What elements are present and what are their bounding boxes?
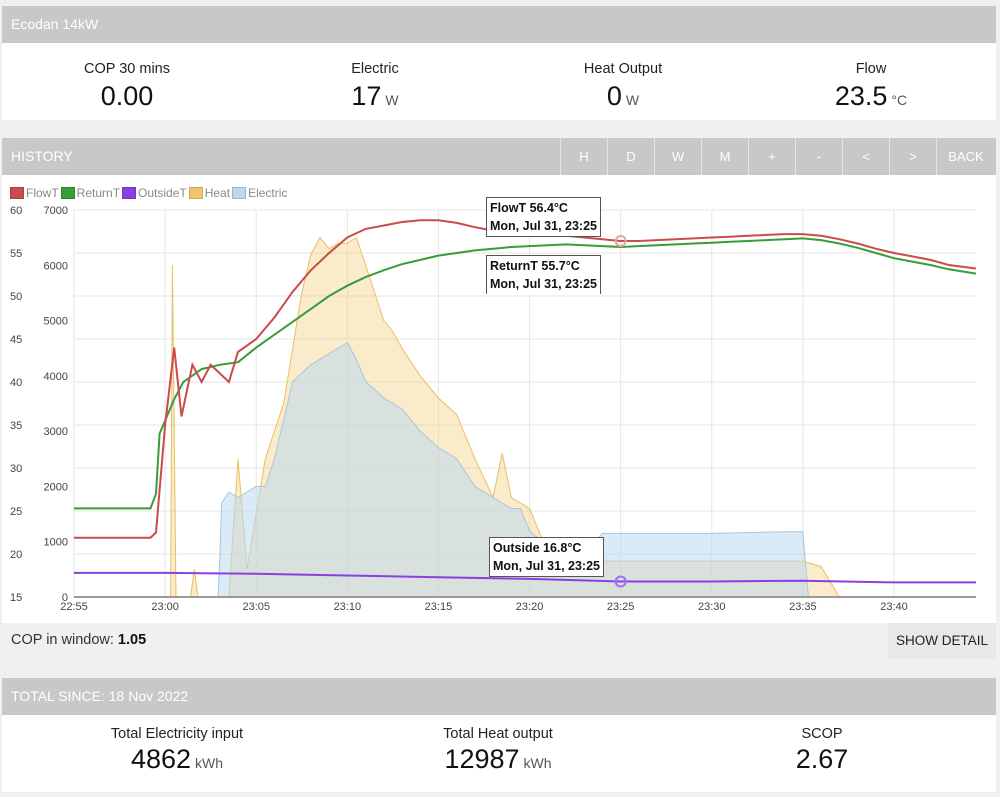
show-detail-button[interactable]: SHOW DETAIL bbox=[888, 623, 996, 659]
legend-item-flowt[interactable]: FlowT bbox=[10, 186, 59, 200]
live-stats-panel: COP 30 mins 0.00 Electric 17 W Heat Outpu… bbox=[2, 43, 996, 120]
device-title: Ecodan 14kW bbox=[11, 16, 99, 32]
device-header: Ecodan 14kW bbox=[2, 6, 996, 43]
total-electricity-label: Total Electricity input bbox=[110, 726, 244, 742]
stat-flow-unit: °C bbox=[891, 92, 908, 108]
tooltip-outside: Outside 16.8°C Mon, Jul 31, 23:25 bbox=[489, 537, 604, 577]
stat-electric-unit: W bbox=[385, 92, 399, 108]
legend-item-electric[interactable]: Electric bbox=[232, 186, 287, 200]
tooltip-returnt: ReturnT 55.7°C Mon, Jul 31, 23:25 bbox=[486, 255, 601, 294]
zoom-out-button[interactable]: - bbox=[795, 138, 842, 175]
range-hour-button[interactable]: H bbox=[560, 138, 607, 175]
legend-swatch-electric bbox=[232, 187, 247, 199]
stat-electric: Electric 17 W bbox=[280, 43, 470, 120]
history-title: HISTORY bbox=[11, 148, 73, 164]
stat-heat-output-unit: W bbox=[625, 92, 640, 108]
total-heat: Total Heat output 12987 kWh bbox=[398, 715, 598, 792]
history-header: HISTORY H D W M + - < > BACK bbox=[2, 138, 996, 175]
total-scop-value: 2.67 bbox=[795, 744, 849, 774]
totals-panel: Total Electricity input 4862 kWh Total He… bbox=[2, 715, 996, 792]
stat-flow: Flow 23.5 °C bbox=[776, 43, 966, 120]
zoom-in-button[interactable]: + bbox=[748, 138, 795, 175]
total-scop-label: SCOP bbox=[801, 726, 843, 742]
total-heat-label: Total Heat output bbox=[443, 726, 553, 742]
stat-electric-label: Electric bbox=[351, 61, 399, 77]
cop-window-value: 1.05 bbox=[117, 632, 147, 648]
range-month-button[interactable]: M bbox=[701, 138, 748, 175]
stat-cop: COP 30 mins 0.00 bbox=[32, 43, 222, 120]
stat-electric-value: 17 W bbox=[351, 81, 399, 111]
legend-item-heat[interactable]: Heat bbox=[188, 186, 230, 200]
stat-cop-value: 0.00 bbox=[100, 81, 154, 111]
total-electricity-unit: kWh bbox=[195, 755, 224, 771]
total-heat-value: 12987 kWh bbox=[444, 744, 552, 774]
legend-item-outsidet[interactable]: OutsideT bbox=[122, 186, 187, 200]
chart-legend: FlowT ReturnT OutsideT Heat Electric bbox=[10, 186, 289, 200]
total-electricity: Total Electricity input 4862 kWh bbox=[77, 715, 277, 792]
legend-swatch-flowt bbox=[10, 187, 24, 199]
pan-left-button[interactable]: < bbox=[842, 138, 889, 175]
pan-right-button[interactable]: > bbox=[889, 138, 936, 175]
total-scop: SCOP 2.67 bbox=[722, 715, 922, 792]
range-day-button[interactable]: D bbox=[607, 138, 654, 175]
cop-window: COP in window: 1.05 bbox=[11, 632, 146, 648]
legend-swatch-returnt bbox=[60, 187, 75, 199]
tooltip-flowt: FlowT 56.4°C Mon, Jul 31, 23:25 bbox=[486, 197, 601, 237]
totals-header: TOTAL SINCE: 18 Nov 2022 bbox=[2, 678, 996, 715]
legend-swatch-heat bbox=[188, 187, 203, 199]
legend-swatch-outsidet bbox=[122, 187, 137, 199]
total-electricity-value: 4862 kWh bbox=[130, 744, 224, 774]
chart-footer: COP in window: 1.05 SHOW DETAIL bbox=[2, 623, 996, 659]
back-button[interactable]: BACK bbox=[936, 138, 995, 175]
stat-flow-label: Flow bbox=[855, 61, 887, 77]
legend-item-returnt[interactable]: ReturnT bbox=[60, 186, 120, 200]
cop-window-label: COP in window: bbox=[11, 632, 114, 648]
stat-flow-value: 23.5 °C bbox=[834, 81, 908, 111]
total-heat-unit: kWh bbox=[523, 755, 552, 771]
stat-heat-output-label: Heat Output bbox=[583, 61, 663, 77]
stat-cop-label: COP 30 mins bbox=[84, 61, 170, 77]
totals-title: TOTAL SINCE: 18 Nov 2022 bbox=[11, 688, 189, 704]
range-week-button[interactable]: W bbox=[654, 138, 701, 175]
